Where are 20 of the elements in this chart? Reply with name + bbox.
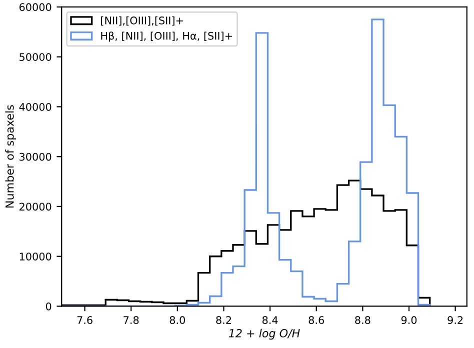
y-axis-title: Number of spaxels — [5, 105, 16, 208]
legend-label: Hβ, [NII], [OIII], Hα, [SII]+ — [101, 32, 232, 42]
x-tick-label: 8.8 — [355, 316, 370, 324]
x-tick-label: 9.0 — [401, 316, 417, 324]
x-tick-label: 8.2 — [216, 316, 231, 324]
x-tick-label: 8.4 — [262, 316, 278, 324]
y-tick-label: 60000 — [19, 3, 52, 12]
y-tick-label: 50000 — [20, 53, 52, 61]
x-axis-title: 12 + log O/H — [228, 328, 300, 340]
y-tick-label: 30000 — [20, 152, 52, 161]
x-tick-label: 8.6 — [308, 316, 324, 324]
legend-label: [NII],[OIII],[SII]+ — [101, 16, 183, 26]
y-tick-label: 40000 — [19, 102, 52, 111]
x-tick-label: 7.8 — [124, 316, 139, 324]
y-tick-label: 10000 — [20, 252, 52, 260]
y-tick-label: 0 — [46, 302, 52, 310]
y-tick-label: 20000 — [20, 202, 52, 211]
x-tick-label: 7.6 — [77, 316, 92, 324]
x-tick-label: 8.0 — [170, 316, 186, 324]
x-tick-label: 9.2 — [448, 316, 463, 324]
